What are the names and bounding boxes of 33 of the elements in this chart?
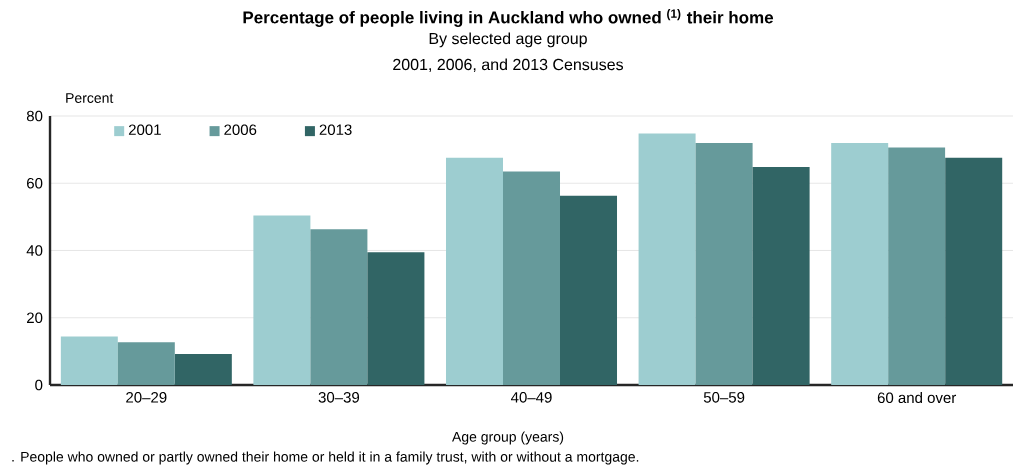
bar (695, 142, 753, 385)
text: . People who owned or partly owned their home or held it in a family trust, with or without a mortgage. (12, 451, 639, 465)
bar (117, 342, 175, 385)
bar (367, 252, 425, 385)
x-tick-label: 30–39 (318, 392, 360, 403)
y-tick-label: 0 (35, 379, 43, 391)
legend-label: 2006 (224, 124, 257, 136)
y-tick-label: 80 (26, 110, 43, 122)
x-tick-label: 60 and over (877, 392, 957, 404)
chart-subtitle: By selected age group 2001, 2006, and 2013 Censuses (393, 32, 624, 73)
y-tick-label: 20 (27, 312, 43, 324)
bar (445, 157, 503, 385)
y-axis-title: Percent (66, 93, 114, 103)
legend-label: 2001 (128, 124, 161, 136)
bar (310, 229, 368, 385)
bar (253, 215, 311, 385)
x-axis-title: Age group (years) (452, 431, 564, 445)
bar (174, 354, 232, 385)
x-tick-label: 40–49 (510, 392, 552, 403)
bar (60, 336, 118, 385)
y-tick-label: 40 (26, 245, 43, 256)
bar (888, 147, 946, 385)
x-tick-label: 50–59 (703, 392, 745, 403)
chart-title: Percentage of people living in Auckland who owned $^{(1)}$ their home (243, 9, 774, 27)
legend-label: 2013 (319, 124, 352, 136)
bar (503, 171, 561, 385)
bar (560, 195, 618, 385)
bar (638, 133, 696, 385)
bar (831, 142, 889, 385)
x-tick-label: 20–29 (126, 392, 167, 403)
bar (752, 167, 810, 385)
bar (945, 157, 1003, 385)
y-tick-label: 60 (27, 177, 43, 189)
